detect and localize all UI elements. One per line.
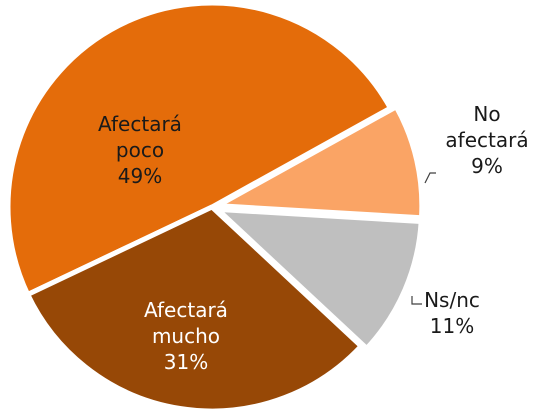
slice-label: Ns/nc 11% (407, 287, 497, 339)
value-label: 49% (117, 164, 163, 188)
pie-slice (215, 206, 424, 351)
category-label: No afectará (445, 102, 529, 152)
value-label: 31% (163, 350, 209, 374)
slice-label: No afectará 9% (432, 101, 541, 179)
category-label: Ns/nc (424, 288, 480, 312)
leader-line (424, 172, 436, 184)
pie-slice (25, 204, 364, 412)
category-label: Afectará poco (98, 112, 182, 162)
leader-line (411, 296, 422, 305)
slice-label: Afectará poco 49% (85, 111, 195, 189)
pie-slice (5, 0, 393, 298)
category-label: Afectará mucho (144, 298, 228, 348)
value-label: 9% (471, 154, 503, 178)
value-label: 11% (429, 314, 475, 338)
pie-slice (215, 104, 425, 221)
slice-label: Afectará mucho 31% (131, 297, 241, 375)
